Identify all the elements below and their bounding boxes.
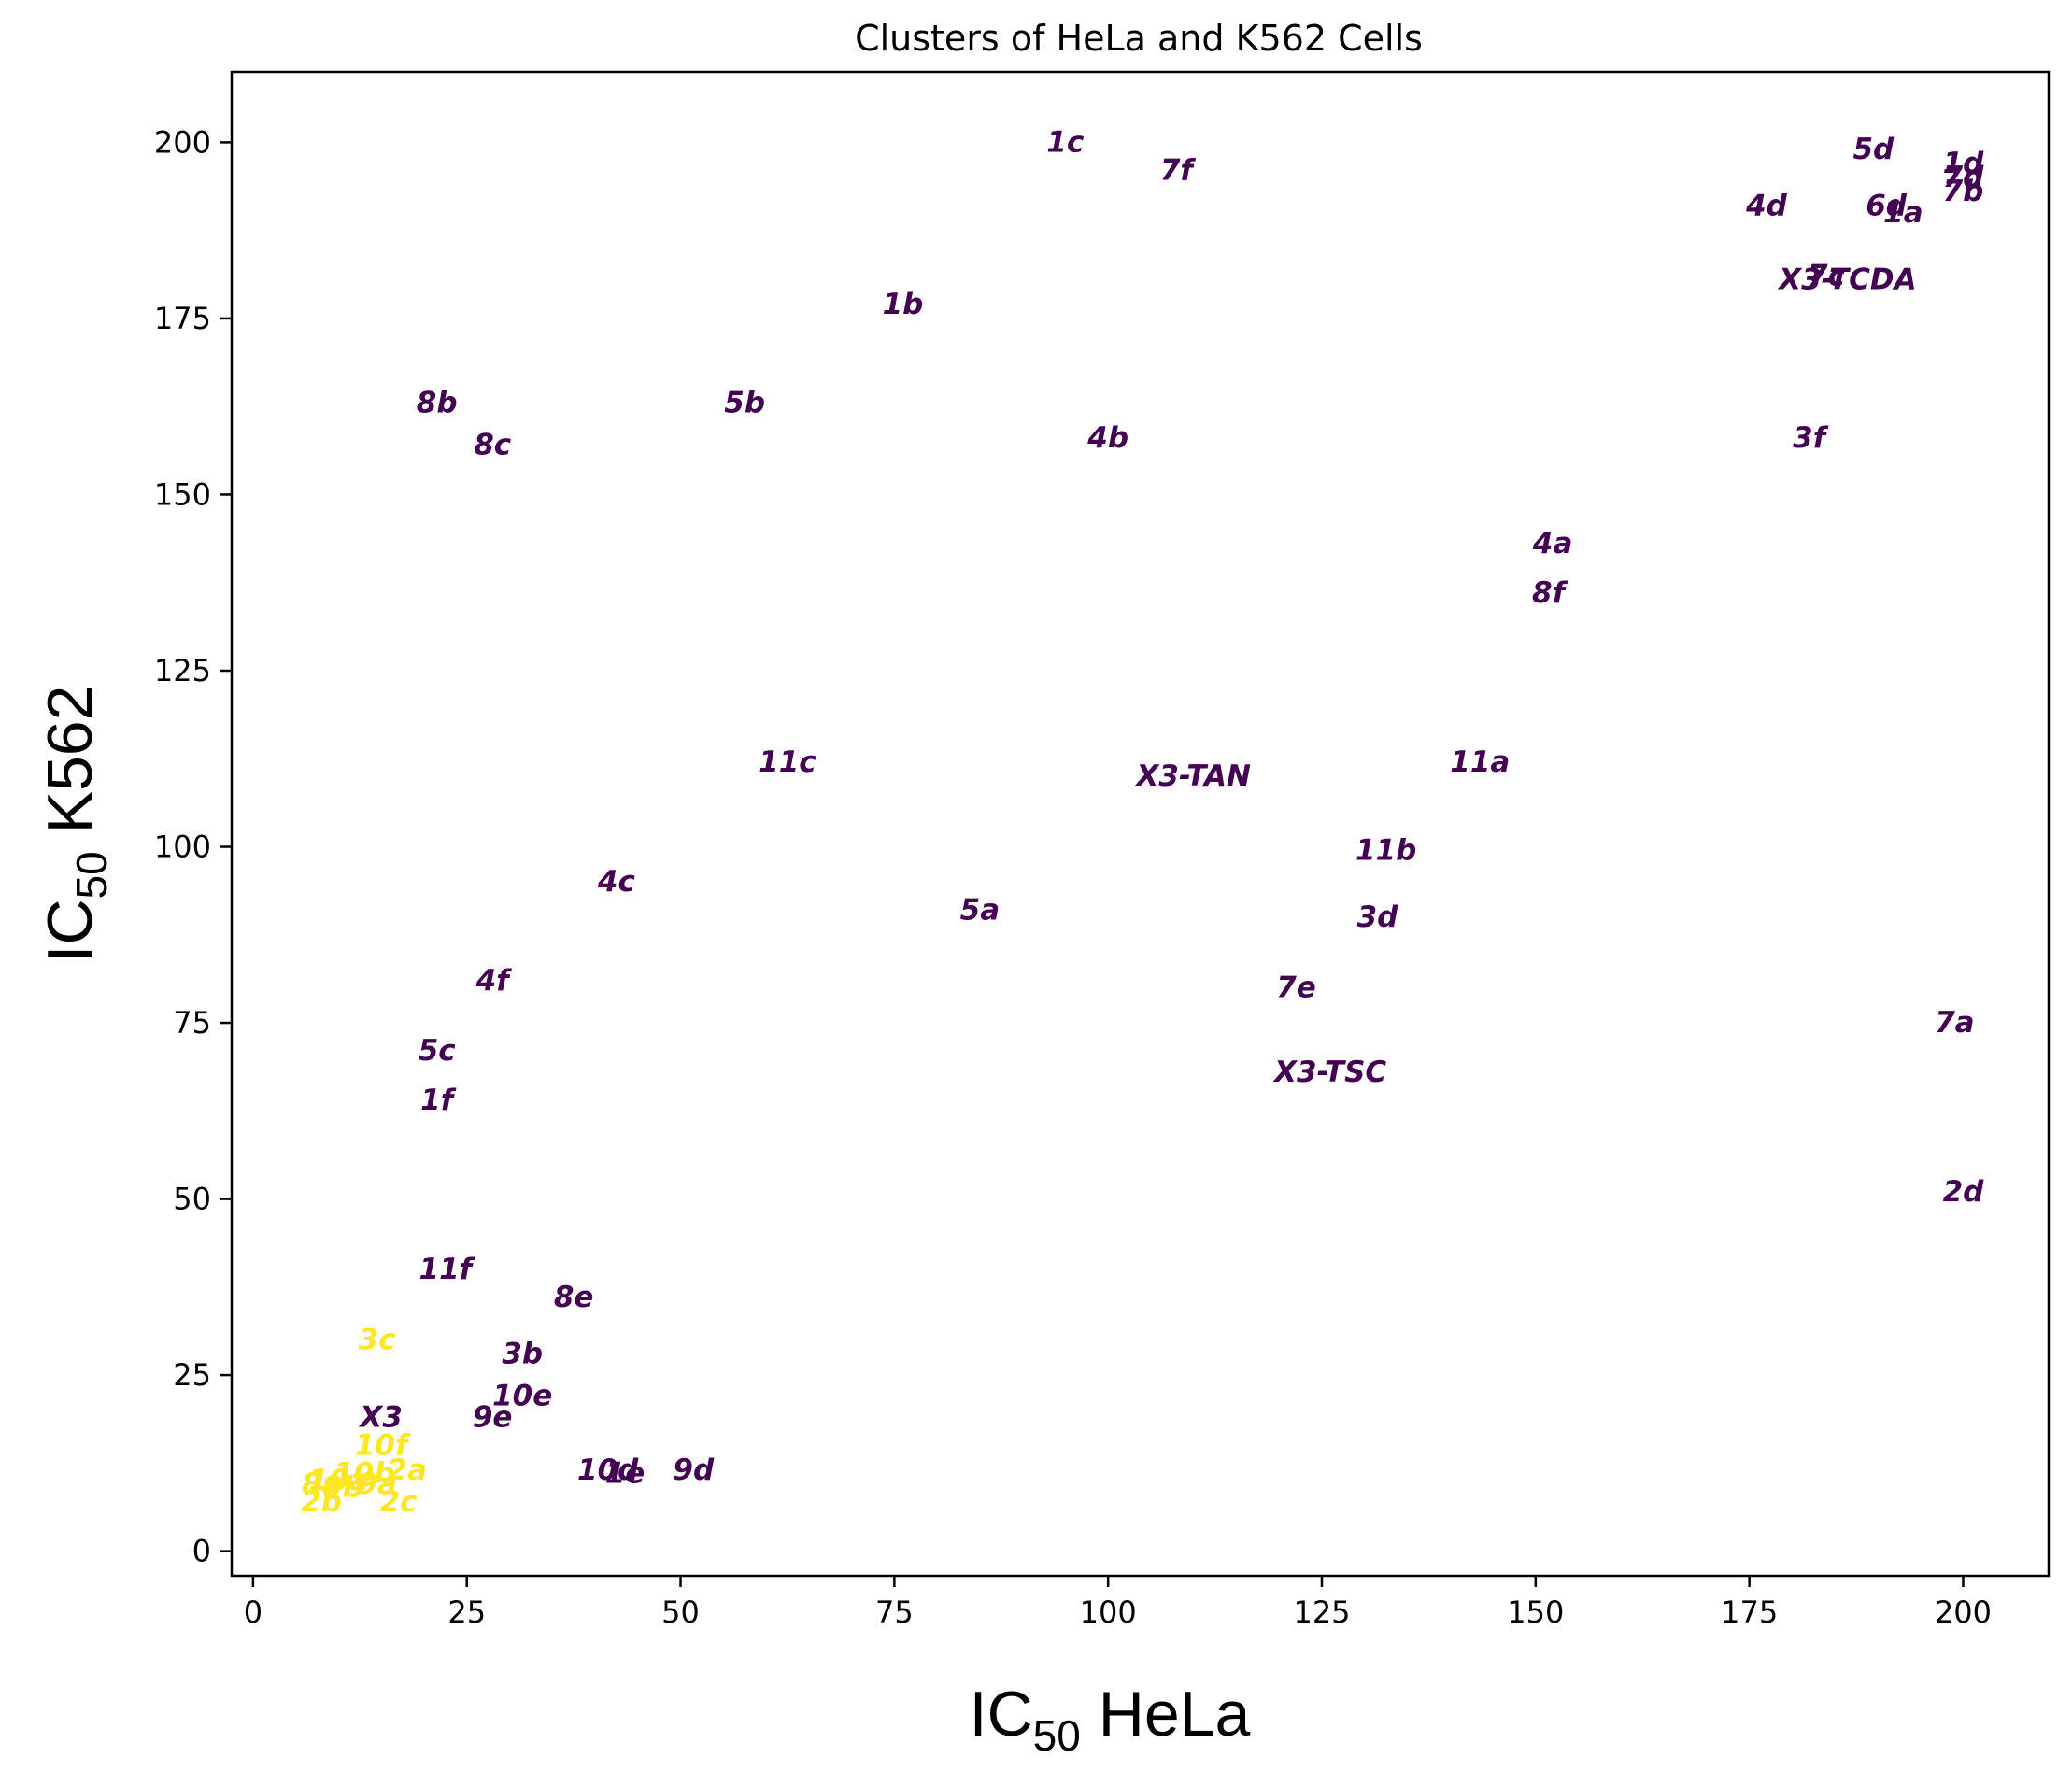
point-label-5d: 5d <box>1852 133 1895 166</box>
point-label-10e: 10e <box>492 1380 552 1413</box>
x-tick-label: 0 <box>244 1595 263 1630</box>
point-label-2d: 2d <box>1943 1175 1985 1209</box>
y-axis-label: IC50 K562 <box>35 686 116 963</box>
point-label-3d: 3d <box>1357 900 1399 934</box>
point-label-9a: 9a <box>357 1467 397 1501</box>
point-label-4c: 4c <box>597 865 636 899</box>
x-axis-label-main: IC <box>970 1679 1033 1750</box>
point-label-3f: 3f <box>1793 421 1829 455</box>
y-axis-label-main: IC <box>35 899 106 962</box>
x-axis-label-rest: HeLa <box>1081 1679 1251 1750</box>
point-label-5c: 5c <box>419 1034 457 1068</box>
point-label-5a: 5a <box>960 893 1001 927</box>
point-label-1f: 1f <box>420 1084 457 1117</box>
point-label-11a: 11a <box>1450 745 1510 779</box>
point-label-1c: 1c <box>1046 125 1085 159</box>
x-tick-label: 175 <box>1721 1595 1778 1630</box>
point-label-9b: 9b <box>322 1471 363 1505</box>
point-label-8a: 8a <box>302 1467 342 1501</box>
x-axis-label-subscript: 50 <box>1033 1711 1081 1760</box>
point-label-3b: 3b <box>502 1337 543 1370</box>
point-label-11c: 11c <box>759 745 816 779</box>
x-tick-label: 75 <box>875 1595 914 1630</box>
x-tick-label: 200 <box>1935 1595 1992 1630</box>
point-label-1d: 1d <box>1943 147 1985 180</box>
x-tick-label: 100 <box>1080 1595 1137 1630</box>
x-tick-label: 25 <box>447 1595 486 1630</box>
plot-area-frame <box>230 70 2051 1578</box>
point-label-9e: 9e <box>473 1400 513 1434</box>
y-tick-label: 25 <box>173 1357 211 1393</box>
y-tick-label: 0 <box>192 1534 211 1569</box>
point-label-8e: 8e <box>554 1281 594 1314</box>
y-tick-label: 200 <box>154 124 211 160</box>
point-label-5b: 5b <box>724 386 765 419</box>
point-label-x3: X3 <box>358 1400 402 1434</box>
y-tick-label: 75 <box>173 1005 211 1041</box>
x-tick-label: 125 <box>1293 1595 1350 1630</box>
point-label-x3-tcda: X3-TCDA <box>1777 262 1916 296</box>
point-label-4f: 4f <box>475 964 513 998</box>
point-label-6d: 6d <box>1866 189 1908 222</box>
point-label-2c: 2c <box>380 1485 419 1519</box>
point-label-3c: 3c <box>359 1323 397 1356</box>
point-label-1b: 1b <box>883 288 924 321</box>
point-label-4d: 4d <box>1745 189 1788 222</box>
point-label-10f: 10f <box>355 1428 411 1462</box>
point-label-11b: 11b <box>1355 833 1416 867</box>
y-tick-label: 50 <box>173 1182 211 1217</box>
point-label-1e: 1e <box>605 1457 646 1491</box>
point-label-7e: 7e <box>1276 971 1316 1004</box>
x-axis-ticks: 0 25 50 75 100 125 150 175 200 <box>244 1576 1992 1630</box>
y-axis-label-rest: K562 <box>35 686 106 852</box>
point-label-8b: 8b <box>417 386 458 419</box>
point-label-4b: 4b <box>1086 421 1128 455</box>
point-label-2b: 2b <box>301 1485 342 1519</box>
point-label-2a: 2a <box>387 1453 427 1487</box>
point-label-10b: 10b <box>334 1457 394 1491</box>
y-tick-label: 150 <box>154 476 211 512</box>
x-tick-label: 50 <box>661 1595 700 1630</box>
point-label-7d: 7d <box>1943 161 1985 194</box>
point-label-4a: 4a <box>1532 527 1573 560</box>
point-label-7c: 7c <box>1808 260 1846 293</box>
point-label-7a: 7a <box>1935 1006 1975 1040</box>
y-axis-label-subscript: 50 <box>67 851 116 899</box>
point-label-9d: 9d <box>673 1453 715 1487</box>
y-tick-label: 175 <box>154 301 211 336</box>
point-label-8f: 8f <box>1532 576 1568 610</box>
point-label-11f: 11f <box>419 1253 475 1286</box>
point-label-1a: 1a <box>1883 196 1923 230</box>
y-axis-ticks: 0 25 50 75 100 125 150 175 200 <box>154 124 232 1569</box>
chart-title: Clusters of HeLa and K562 Cells <box>855 18 1423 59</box>
point-label-7b: 7b <box>1943 175 1984 208</box>
x-tick-label: 150 <box>1507 1595 1564 1630</box>
point-label-10d: 10d <box>577 1453 639 1487</box>
point-label-x3-tsc: X3-TSC <box>1272 1056 1386 1089</box>
point-label-10a: 10a <box>308 1464 368 1497</box>
y-tick-label: 125 <box>154 653 211 688</box>
point-label-x3-tan: X3-TAN <box>1134 759 1251 793</box>
x-axis-label: IC50 HeLa <box>970 1679 1251 1760</box>
y-tick-label: 100 <box>154 829 211 865</box>
point-label-7f: 7f <box>1160 154 1197 188</box>
point-label-8c: 8c <box>474 429 512 462</box>
